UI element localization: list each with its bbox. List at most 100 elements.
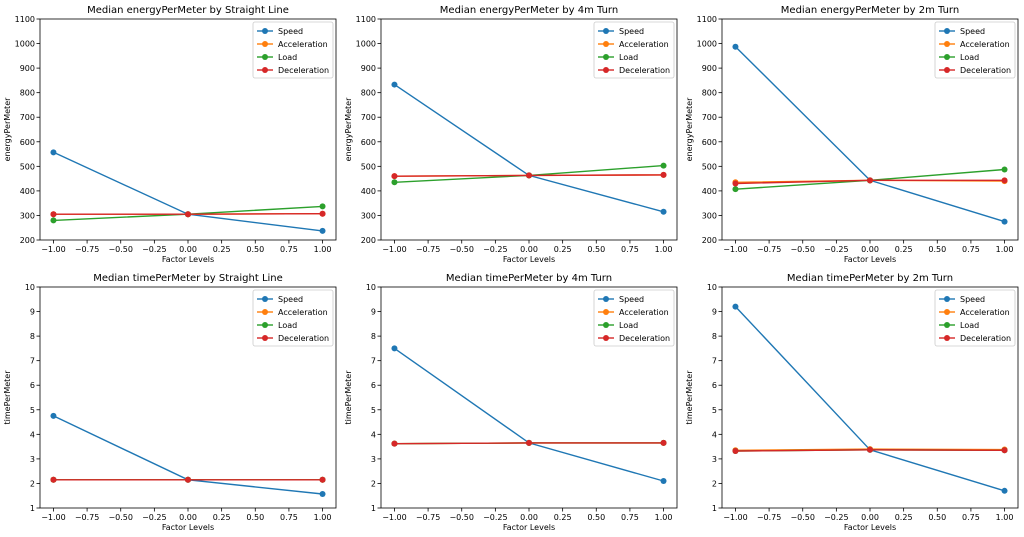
y-tick-label: 700: [702, 113, 717, 122]
data-point-load: [50, 217, 57, 224]
data-point-speed: [50, 412, 57, 419]
data-point-deceleration: [660, 439, 667, 446]
x-tick-label: 0.50: [928, 513, 946, 522]
y-tick-label: 7: [712, 357, 717, 366]
x-tick-label: −1.00: [41, 245, 66, 254]
data-point-deceleration: [526, 172, 532, 179]
data-point-deceleration: [732, 180, 739, 187]
x-tick-label: −0.50: [790, 513, 815, 522]
data-point-speed: [732, 303, 739, 310]
legend-box: [934, 289, 1016, 347]
x-tick-label: 0.50: [587, 513, 605, 522]
y-tick-label: 1: [371, 504, 376, 513]
x-tick-label: 0.00: [179, 513, 197, 522]
x-tick-label: 0.00: [520, 513, 538, 522]
y-tick-label: 8: [712, 332, 717, 341]
x-tick-label: 0.50: [246, 245, 264, 254]
legend-label: Speed: [960, 295, 985, 304]
x-axis-label: Factor Levels: [503, 523, 555, 532]
x-axis-label: Factor Levels: [844, 255, 896, 264]
legend-swatch-marker: [603, 28, 609, 34]
y-tick-label: 5: [30, 406, 35, 415]
legend-label: Acceleration: [278, 40, 328, 49]
legend-label: Deceleration: [960, 66, 1011, 75]
data-point-deceleration: [391, 440, 398, 447]
legend: Speed Acceleration Load Deceleration: [934, 289, 1016, 347]
x-axis-label: Factor Levels: [162, 255, 214, 264]
y-tick-label: 900: [702, 64, 717, 73]
x-tick-label: −0.25: [824, 513, 849, 522]
y-tick-label: 2: [371, 479, 376, 488]
y-axis-label: timePerMeter: [3, 370, 12, 425]
legend-label: Load: [960, 53, 979, 62]
x-tick-label: −0.50: [449, 245, 474, 254]
x-tick-label: 0.25: [895, 245, 913, 254]
data-point-deceleration: [867, 177, 873, 184]
legend-swatch-marker: [944, 54, 950, 60]
legend-swatch-marker: [944, 41, 950, 47]
x-tick-label: 1.00: [996, 513, 1014, 522]
data-point-load: [732, 186, 739, 193]
x-axis-label: Factor Levels: [162, 523, 214, 532]
legend-swatch-marker: [262, 28, 268, 34]
x-tick-label: 1.00: [655, 245, 673, 254]
y-axis-label: energyPerMeter: [3, 97, 12, 162]
y-tick-label: 6: [712, 381, 717, 390]
legend-swatch-marker: [944, 28, 950, 34]
x-tick-label: 0.75: [621, 245, 639, 254]
y-tick-label: 3: [30, 455, 35, 464]
y-tick-label: 10: [25, 283, 35, 292]
chart-title: Median energyPerMeter by 4m Turn: [440, 5, 618, 16]
chart-title: Median energyPerMeter by Straight Line: [87, 5, 289, 16]
y-tick-label: 1100: [15, 15, 35, 24]
legend-swatch-marker: [944, 296, 950, 302]
y-tick-label: 6: [371, 381, 376, 390]
x-tick-label: 0.75: [280, 513, 298, 522]
legend-swatch-marker: [262, 296, 268, 302]
y-tick-label: 1000: [356, 40, 376, 49]
legend-label: Deceleration: [278, 66, 329, 75]
legend-box: [934, 21, 1016, 79]
legend-label: Load: [278, 321, 297, 330]
y-tick-label: 1000: [15, 40, 35, 49]
x-tick-label: 1.00: [996, 245, 1014, 254]
legend-swatch-marker: [262, 309, 268, 315]
legend-label: Speed: [278, 27, 303, 36]
x-tick-label: 0.25: [213, 513, 231, 522]
y-tick-label: 900: [20, 64, 35, 73]
data-point-deceleration: [526, 439, 532, 446]
x-tick-label: 1.00: [655, 513, 673, 522]
legend-swatch-marker: [262, 54, 268, 60]
y-tick-label: 10: [366, 283, 376, 292]
chart-panel-2: Median energyPerMeter by 4m Turn −1.00 −0.…: [344, 5, 678, 264]
x-tick-label: −0.75: [75, 513, 100, 522]
y-tick-label: 4: [712, 430, 717, 439]
y-tick-label: 400: [361, 187, 376, 196]
legend-label: Acceleration: [619, 40, 669, 49]
legend: Speed Acceleration Load Deceleration: [934, 21, 1016, 79]
y-tick-label: 5: [712, 406, 717, 415]
chart-panel-3: Median energyPerMeter by 2m Turn −1.00 −0.…: [685, 5, 1019, 264]
legend-swatch-marker: [262, 67, 268, 73]
y-tick-label: 700: [361, 113, 376, 122]
legend-label: Speed: [619, 27, 644, 36]
legend-label: Deceleration: [278, 334, 329, 343]
legend-label: Deceleration: [619, 66, 670, 75]
x-tick-label: 0.50: [587, 245, 605, 254]
y-tick-label: 8: [30, 332, 35, 341]
x-tick-label: 0.75: [962, 245, 980, 254]
y-tick-label: 1100: [697, 15, 717, 24]
legend-swatch-marker: [603, 309, 609, 315]
legend-swatch-marker: [603, 54, 609, 60]
data-point-deceleration: [391, 173, 398, 180]
y-tick-label: 2: [712, 479, 717, 488]
data-point-deceleration: [867, 446, 873, 453]
y-tick-label: 500: [361, 162, 376, 171]
y-tick-label: 7: [30, 357, 35, 366]
data-point-deceleration: [319, 476, 326, 483]
legend-label: Speed: [960, 27, 985, 36]
y-tick-label: 500: [702, 162, 717, 171]
y-tick-label: 5: [371, 406, 376, 415]
x-tick-label: −0.50: [449, 513, 474, 522]
y-tick-label: 300: [702, 211, 717, 220]
